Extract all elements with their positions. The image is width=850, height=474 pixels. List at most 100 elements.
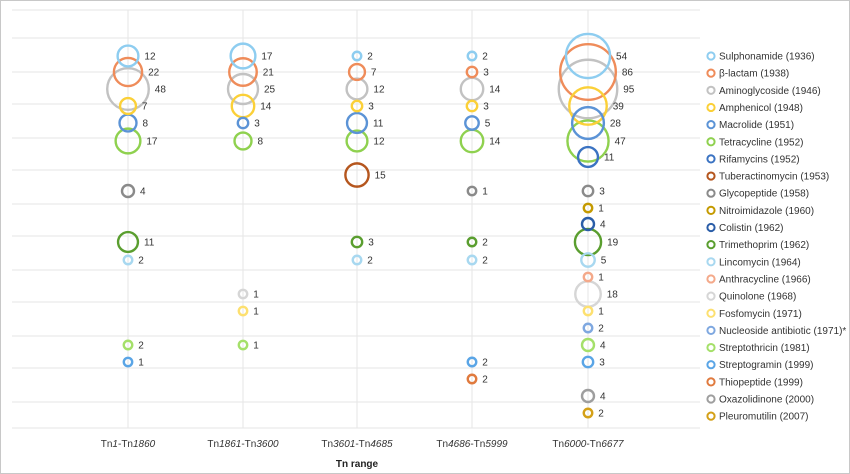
bubble-value-label: 39 xyxy=(613,102,625,113)
bubble-value-label: 2 xyxy=(598,409,604,420)
legend-label: Anthracycline (1966) xyxy=(719,274,811,285)
bubble xyxy=(114,127,142,155)
legend-marker xyxy=(706,102,716,113)
bubble-value-label: 1 xyxy=(598,204,604,215)
bubble-value-label: 54 xyxy=(616,52,628,63)
bubble-value-label: 1 xyxy=(253,290,259,301)
legend-item: Anthracycline (1966) xyxy=(706,274,811,285)
bubble-value-label: 14 xyxy=(260,102,272,113)
legend-item: Thiopeptide (1999) xyxy=(706,377,803,388)
legend-marker xyxy=(706,205,716,215)
legend-marker xyxy=(706,411,716,421)
bubble-value-label: 2 xyxy=(482,358,488,369)
legend-label: Fosfomycin (1971) xyxy=(719,309,802,320)
legend-marker xyxy=(706,291,716,301)
bubble-value-label: 4 xyxy=(600,392,606,403)
bubble xyxy=(580,388,596,404)
bubble-value-label: 4 xyxy=(600,220,606,231)
legend-item: Rifamycins (1952) xyxy=(706,154,800,165)
legend-marker xyxy=(706,68,716,78)
bubble-value-label: 7 xyxy=(371,68,377,79)
legend-marker xyxy=(706,377,716,387)
legend-label: β-lactam (1938) xyxy=(719,69,789,80)
bubble xyxy=(116,44,140,68)
bubble xyxy=(582,322,594,334)
legend-item: Tetracycline (1952) xyxy=(706,137,803,148)
legend-marker xyxy=(706,222,716,233)
bubble-value-label: 12 xyxy=(373,137,385,148)
legend-label: Glycopeptide (1958) xyxy=(719,189,809,200)
legend-marker xyxy=(706,51,716,61)
legend-marker xyxy=(706,360,716,370)
legend-marker xyxy=(706,257,716,267)
legend-item: β-lactam (1938) xyxy=(706,68,789,80)
bubble-value-label: 86 xyxy=(622,68,634,79)
bubble-value-label: 2 xyxy=(367,256,373,267)
bubble-value-label: 2 xyxy=(482,256,488,267)
bubble xyxy=(466,373,478,385)
legend-item: Fosfomycin (1971) xyxy=(706,308,802,320)
bubble-value-label: 17 xyxy=(146,137,158,148)
x-tick-label: Tn6000-Tn6677 xyxy=(552,439,624,450)
legend-label: Streptothricin (1981) xyxy=(719,343,810,354)
bubble xyxy=(558,42,618,102)
bubble xyxy=(582,305,594,317)
legend-marker xyxy=(706,394,716,404)
legend-item: Nucleoside antibiotic (1971)* xyxy=(706,325,846,337)
legend-label: Sulphonamide (1936) xyxy=(719,52,815,63)
bubble xyxy=(344,162,370,188)
bubble-value-label: 5 xyxy=(601,256,607,267)
bubble xyxy=(347,62,367,82)
bubble xyxy=(465,99,479,113)
x-tick-label: Tn1-Tn1860 xyxy=(101,439,156,450)
bubble xyxy=(580,337,596,353)
legend-item: Streptothricin (1981) xyxy=(706,342,810,354)
bubble xyxy=(118,96,138,116)
bubble-value-label: 47 xyxy=(615,137,627,148)
legend-marker xyxy=(706,342,716,353)
bubble xyxy=(576,145,600,169)
legend-marker xyxy=(706,120,716,130)
bubble-value-label: 3 xyxy=(599,358,605,369)
legend-label: Oxazolidinone (2000) xyxy=(719,395,814,406)
bubble-value-label: 22 xyxy=(148,68,160,79)
legend-marker xyxy=(706,274,716,284)
legend-label: Tetracycline (1952) xyxy=(719,137,803,148)
bubble xyxy=(237,305,249,317)
bubble xyxy=(581,355,595,369)
legend-marker xyxy=(706,154,716,164)
x-tick-label: Tn4686-Tn5999 xyxy=(436,439,508,450)
bubble-value-label: 3 xyxy=(254,119,260,130)
bubble xyxy=(570,105,606,141)
bubble xyxy=(237,288,249,300)
legend-label: Streptogramin (1999) xyxy=(719,360,814,371)
bubble xyxy=(580,252,596,268)
bubble-value-label: 5 xyxy=(485,119,491,130)
bubble xyxy=(581,184,595,198)
bubble-value-label: 3 xyxy=(483,102,489,113)
bubble-value-label: 17 xyxy=(261,52,273,63)
bubble-value-label: 3 xyxy=(368,102,374,113)
bubble-value-label: 4 xyxy=(140,187,146,198)
bubble-value-label: 11 xyxy=(373,119,384,130)
bubble xyxy=(466,236,478,248)
bubble xyxy=(580,216,596,232)
bubble-value-label: 11 xyxy=(144,238,155,249)
bubble xyxy=(568,86,608,126)
legend-label: Nitroimidazole (1960) xyxy=(719,206,814,217)
bubble-value-label: 11 xyxy=(604,153,615,164)
legend-item: Streptogramin (1999) xyxy=(706,360,814,371)
bubble xyxy=(122,356,134,368)
bubble-value-label: 15 xyxy=(375,171,387,182)
bubble-value-label: 8 xyxy=(142,119,148,130)
bubble-value-label: 12 xyxy=(144,52,156,63)
bubble xyxy=(566,119,610,163)
bubble-value-label: 25 xyxy=(264,85,276,96)
bubble xyxy=(116,230,140,254)
legend-label: Colistin (1962) xyxy=(719,223,783,234)
legend-marker xyxy=(706,325,716,335)
legend-item: Aminoglycoside (1946) xyxy=(706,85,821,97)
legend-item: Tuberactinomycin (1953) xyxy=(706,171,829,183)
